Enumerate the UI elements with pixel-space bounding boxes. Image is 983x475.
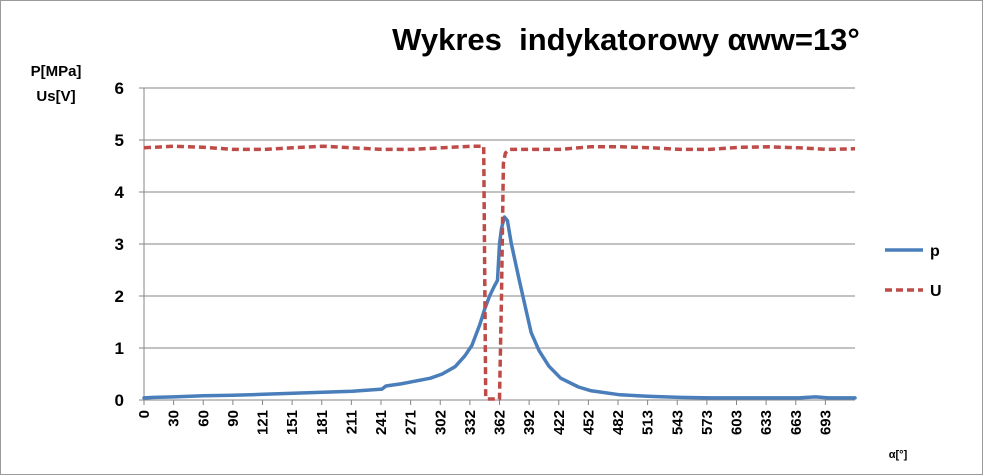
x-tick-label-633: 633 [758, 410, 775, 435]
x-tick-label-573: 573 [699, 410, 716, 435]
x-tick-label-121: 121 [255, 410, 272, 435]
y-axis-title-line1: P[MPa] [31, 63, 82, 80]
y-tick-label-5: 5 [115, 131, 124, 150]
x-tick-label-452: 452 [580, 410, 597, 435]
x-axis-title: α[°] [889, 449, 908, 461]
y-tick-label-4: 4 [115, 183, 125, 202]
grid-lines [144, 87, 855, 349]
x-tick-label-181: 181 [314, 410, 331, 435]
legend-label-p: p [930, 243, 940, 260]
x-tick-label-543: 543 [669, 410, 686, 435]
x-tick-label-332: 332 [462, 410, 479, 435]
x-tick-label-663: 663 [788, 410, 805, 435]
y-tick-label-0: 0 [115, 391, 124, 410]
x-tick-label-482: 482 [610, 410, 627, 435]
y-tick-label-1: 1 [115, 339, 124, 358]
y-tick-label-2: 2 [115, 287, 124, 306]
x-tick-label-271: 271 [403, 410, 420, 435]
x-tick-label-151: 151 [284, 410, 301, 435]
x-tick-label-422: 422 [551, 410, 568, 435]
y-axis-title-line2: Us[V] [36, 88, 75, 105]
series-line-p [142, 215, 857, 400]
data-series [142, 144, 857, 401]
x-tick-label-90: 90 [225, 410, 242, 427]
legend-label-U: U [930, 283, 942, 300]
chart-title: Wykres indykatorowy αww=13° [392, 22, 860, 57]
legend: pU [885, 243, 942, 300]
y-tick-label-3: 3 [115, 235, 124, 254]
axes [139, 87, 855, 405]
x-tick-label-60: 60 [195, 410, 212, 427]
x-tick-label-392: 392 [521, 410, 538, 435]
y-tick-label-6: 6 [115, 79, 124, 98]
x-tick-label-362: 362 [492, 410, 509, 435]
x-tick-label-693: 693 [817, 410, 834, 435]
x-tick-label-513: 513 [640, 410, 657, 435]
chart-text: Wykres indykatorowy αww=13° P[MPa] Us[V]… [31, 22, 908, 461]
x-tick-label-302: 302 [432, 410, 449, 435]
x-tick-label-211: 211 [343, 410, 360, 434]
x-tick-label-0: 0 [136, 410, 153, 418]
x-tick-label-603: 603 [729, 410, 746, 435]
x-tick-label-241: 241 [373, 410, 390, 435]
x-tick-label-30: 30 [166, 410, 183, 427]
